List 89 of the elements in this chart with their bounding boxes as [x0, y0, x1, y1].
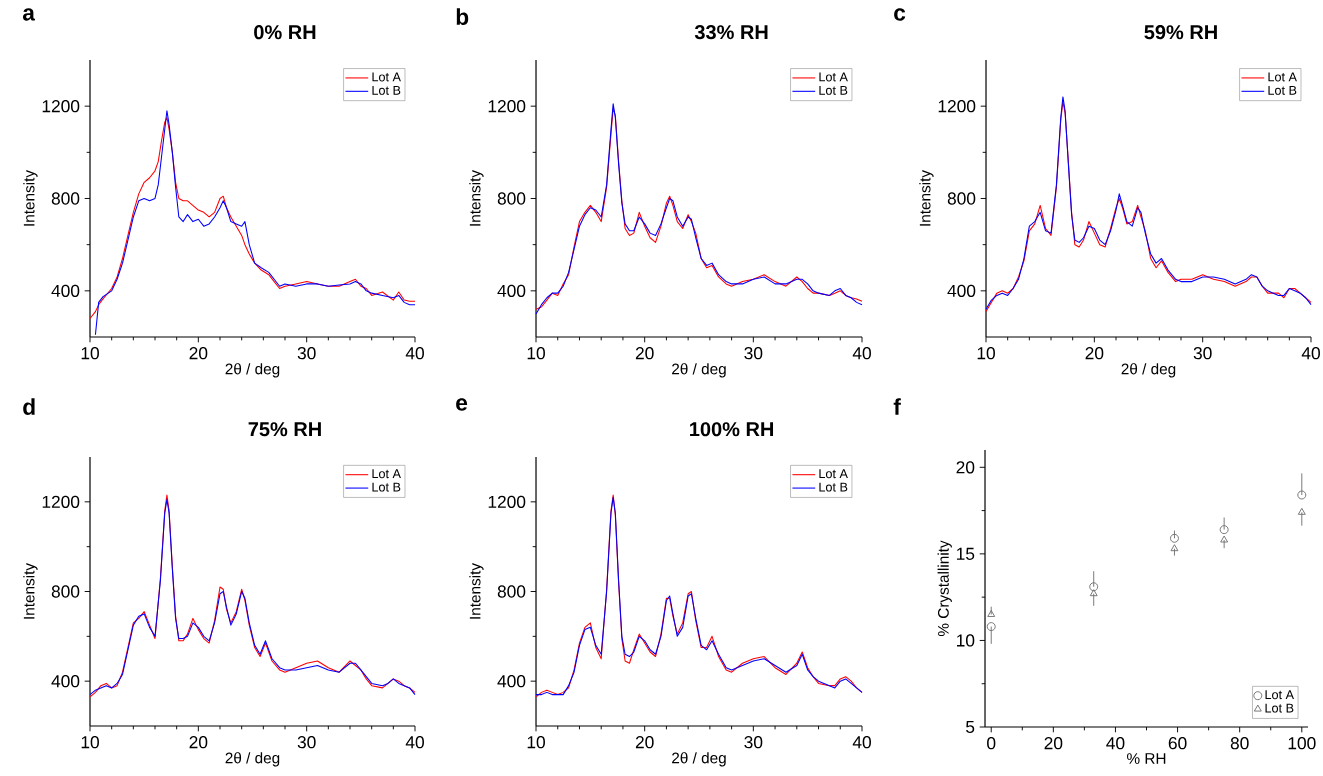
legend-label: Lot B: [819, 85, 848, 95]
y-tick-label: 1200: [42, 495, 80, 508]
y-tick-label: 800: [497, 585, 526, 598]
x-axis-title: 2θ / deg: [225, 363, 280, 378]
x-tick-label: 10: [527, 736, 545, 749]
chart-title: 33% RH: [694, 25, 768, 40]
x-tick-label: 10: [81, 347, 99, 360]
x-tick-label: 40: [1301, 347, 1320, 360]
x-tick-label: 30: [297, 736, 316, 749]
y-tick-label: 800: [51, 192, 80, 205]
text: e: [456, 398, 468, 411]
y-axis-title: Intensity: [919, 169, 934, 226]
y-tick-label: 400: [947, 284, 976, 297]
x-tick-label: 0: [987, 737, 996, 750]
legend-label: Lot A: [372, 72, 401, 82]
y-tick-label: 400: [51, 675, 80, 688]
y-tick-label: 5: [966, 720, 975, 734]
x-tick-label: 20: [1085, 347, 1104, 360]
x-tick-label: 30: [1193, 347, 1212, 360]
legend-label: Lot A: [1265, 690, 1295, 700]
point: [987, 610, 996, 617]
x-tick-label: 60: [1168, 737, 1187, 750]
point: [1297, 507, 1306, 515]
x-tick-label: 40: [405, 736, 424, 749]
point: [1219, 525, 1229, 535]
chart-title: 75% RH: [248, 422, 321, 437]
y-tick-label: 15: [957, 547, 975, 560]
y-axis-title: Intensity: [23, 562, 38, 619]
legend-label: Lot A: [1268, 72, 1297, 82]
chart-title: 59% RH: [1144, 25, 1217, 40]
y-tick-label: 400: [497, 675, 526, 688]
x-axis-title: 2θ / deg: [672, 752, 726, 767]
y-axis-title: Intensity: [469, 562, 484, 619]
x-axis-title: 2θ / deg: [1121, 363, 1176, 378]
legend-label: Lot A: [819, 72, 848, 82]
x-tick-label: 20: [635, 736, 654, 749]
x-tick-label: 10: [81, 736, 99, 749]
y-axis-title: % Crystallinity: [937, 540, 952, 637]
point: [1297, 490, 1307, 500]
legend-label: Lot B: [819, 482, 848, 492]
point: [1170, 544, 1179, 552]
legend-label: Lot B: [372, 85, 401, 95]
legend-label: Lot A: [372, 469, 401, 479]
y-axis-title: Intensity: [469, 169, 484, 226]
y-tick-label: 800: [51, 585, 80, 598]
text: c: [894, 8, 906, 21]
legend-label: Lot B: [1265, 703, 1294, 713]
legend-label: Lot B: [372, 482, 401, 492]
x-tick-label: 20: [635, 347, 654, 360]
x-tick-label: 20: [1044, 737, 1063, 750]
point: [986, 622, 996, 632]
chart-title: 0% RH: [254, 25, 316, 40]
y-tick-label: 1200: [938, 100, 976, 113]
point: [1220, 535, 1229, 543]
y-tick-label: 1200: [488, 495, 526, 508]
x-tick-label: 30: [744, 736, 763, 749]
x-tick-label: 30: [744, 347, 763, 360]
x-tick-label: 40: [852, 347, 871, 360]
x-tick-label: 10: [527, 347, 545, 360]
x-tick-label: 100: [1288, 737, 1316, 750]
x-tick-label: 30: [297, 347, 316, 360]
x-tick-label: 40: [852, 736, 871, 749]
x-axis-title: % RH: [1127, 753, 1166, 764]
chart-title: 100% RH: [690, 422, 774, 437]
y-tick-label: 1200: [488, 100, 526, 113]
x-tick-label: 10: [977, 347, 995, 360]
legend-label: Lot A: [819, 469, 848, 479]
x-axis-title: 2θ / deg: [225, 752, 280, 767]
x-tick-label: 40: [405, 347, 424, 360]
point: [1169, 533, 1179, 543]
y-tick-label: 800: [947, 192, 976, 205]
text: a: [22, 8, 36, 21]
x-tick-label: 40: [1106, 737, 1125, 750]
x-axis-title: 2θ / deg: [672, 363, 726, 378]
y-tick-label: 20: [956, 461, 975, 474]
y-tick-label: 800: [497, 192, 526, 205]
x-tick-label: 80: [1230, 737, 1249, 750]
text: f: [893, 398, 901, 415]
legend-label: Lot B: [1268, 85, 1297, 95]
text: b: [456, 8, 469, 25]
text: d: [23, 398, 35, 415]
x-tick-label: 20: [189, 736, 208, 749]
y-tick-label: 10: [957, 634, 975, 647]
y-axis-title: Intensity: [23, 169, 38, 226]
point: [1089, 582, 1099, 592]
y-tick-label: 400: [497, 284, 526, 297]
y-tick-label: 1200: [42, 100, 80, 113]
x-tick-label: 20: [189, 347, 208, 360]
y-tick-label: 400: [51, 284, 80, 297]
